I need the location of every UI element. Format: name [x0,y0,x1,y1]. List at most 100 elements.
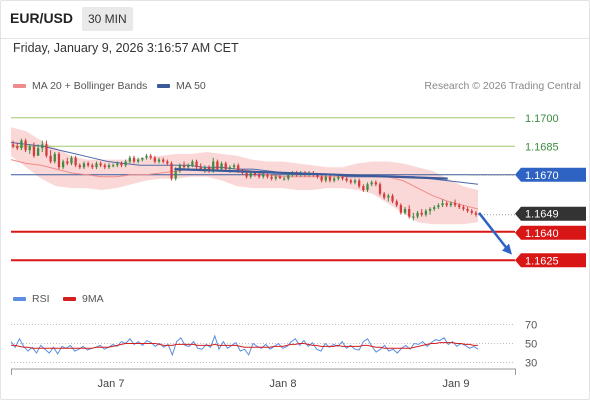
candle [120,161,123,168]
candle-body [278,176,282,179]
candle-body [166,161,169,164]
candle [107,163,111,170]
candle [437,203,440,209]
candle-body [145,155,148,158]
candle-body [61,161,65,168]
candle [324,174,327,183]
candle-body [224,163,227,170]
label-resistance-1-text: 1.1700 [525,113,559,125]
label-pivot-bg [515,167,586,182]
candle [41,140,44,152]
candle-body [341,176,344,179]
candle-body [324,176,327,181]
candle-body [387,195,390,198]
candle [187,163,190,170]
candle-body [270,176,273,179]
candle-body [287,174,290,179]
candle [95,161,98,170]
candle-body [212,161,215,171]
candle [270,174,273,181]
candle-body [82,163,86,168]
candle [387,193,390,202]
candle [99,161,102,168]
timestamp: Friday, January 9, 2026 3:16:57 AM CET [13,41,239,55]
x-tick-label: Jan 9 [443,378,470,390]
candle-body [95,163,98,168]
legend-rsi-ma: 9MA [63,293,104,305]
candle-body [149,155,152,158]
candle [61,159,65,170]
candle [328,174,332,183]
candle-body [178,165,182,171]
candle-body [45,144,48,156]
candle-body [170,163,173,179]
candle-body [74,157,77,166]
candle-body [237,165,240,171]
candle-body [228,167,232,170]
candle-body [203,167,207,170]
candle-body [232,165,236,168]
rsi-swatch [13,297,26,301]
level-labels: 1.1700 1.1685 1.1670 1.1649 1.1640 1.1625 [515,113,586,268]
symbol-label[interactable]: EUR/USD [10,10,74,26]
candle-body [132,157,136,162]
candle-body [470,210,473,213]
candle [36,144,40,156]
candle-body [116,163,119,166]
candle [91,163,94,170]
candle-body [153,157,156,162]
candle-body [245,172,248,177]
candle [132,155,136,164]
legend-rsi: RSI [13,293,50,305]
candle-body [353,180,357,183]
legend-bollinger-label: MA 20 + Bollinger Bands [32,80,148,92]
candle [274,174,277,181]
candle [424,209,428,217]
legend-bollinger: MA 20 + Bollinger Bands [13,80,147,92]
candle [366,182,369,192]
candle-body [328,176,332,181]
candle-body [462,207,465,209]
candle [28,144,31,154]
candle [70,155,73,166]
label-pivot: 1.1670 [515,167,586,182]
candle-body [16,146,19,149]
rsi-panel: 70 50 30 [10,320,537,370]
legend-rsi-ma-label: 9MA [82,293,104,305]
candle-body [370,182,373,185]
candle-body [349,180,352,183]
candle [445,201,448,208]
candle-body [195,161,198,168]
projection-arrow-head [502,243,512,255]
header-divider [0,38,590,39]
candle [232,163,236,170]
candle [399,203,403,215]
candle [262,172,265,179]
candle-body [137,159,140,162]
candle [220,161,223,171]
candle [49,150,52,164]
bollinger-swatch [13,84,26,88]
candle-body [182,165,186,168]
candle-body [107,165,111,168]
time-axis: Jan 7 Jan 8 Jan 9 [11,368,516,390]
candle [116,161,119,168]
candle [391,193,394,204]
candle [287,172,290,181]
candle [207,165,211,173]
candle-body [449,203,453,206]
candle [266,172,269,179]
candle-body [128,157,131,162]
candle-body [99,163,102,166]
projection-arrow-shaft [478,212,508,250]
candle-body [257,174,261,177]
candle-body [437,205,440,208]
candle-body [86,163,90,166]
candle [32,142,36,158]
research-credit: Research © 2026 Trading Central [424,80,581,92]
timeframe-badge[interactable]: 30 MIN [82,7,133,31]
candle [170,161,173,181]
candle-body [120,163,123,166]
candle [224,161,227,171]
